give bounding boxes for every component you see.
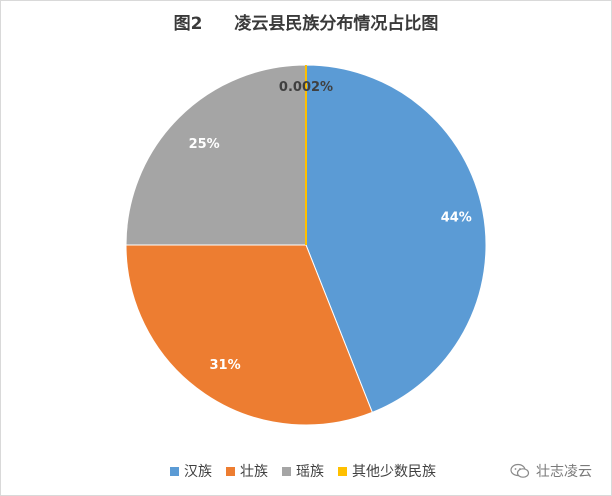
legend-item-2: 壮族 bbox=[226, 461, 268, 481]
data-label-3: 25% bbox=[189, 137, 220, 152]
legend-swatch bbox=[170, 466, 179, 476]
legend-label: 瑶族 bbox=[296, 464, 324, 480]
pie-slices bbox=[125, 64, 487, 426]
watermark: 壮志凌云 bbox=[510, 461, 592, 481]
chart-title-row: 图2 凌云县民族分布情况占比图 bbox=[0, 9, 612, 34]
legend-item-1: 汉族 bbox=[170, 461, 212, 481]
legend-label: 汉族 bbox=[184, 464, 212, 480]
wechat-icon bbox=[510, 463, 530, 478]
legend-swatch bbox=[338, 466, 347, 476]
legend-label: 其他少数民族 bbox=[352, 464, 436, 480]
watermark-text: 壮志凌云 bbox=[536, 464, 592, 480]
pie-slice-1 bbox=[305, 64, 487, 414]
figure-number: 图2 bbox=[173, 14, 203, 34]
legend-label: 壮族 bbox=[240, 464, 268, 480]
data-label-4: 0.002% bbox=[279, 80, 333, 95]
data-labels: 44% 31% 25% 0.002% bbox=[189, 80, 472, 373]
chart-title: 凌云县民族分布情况占比图 bbox=[234, 14, 439, 34]
data-label-2: 31% bbox=[210, 358, 241, 373]
pie-slice-2 bbox=[125, 244, 373, 426]
data-label-1: 44% bbox=[441, 210, 472, 225]
pie-slice-3 bbox=[125, 64, 307, 246]
legend-swatch bbox=[282, 466, 291, 476]
legend-swatch bbox=[226, 466, 235, 476]
legend: 汉族 壮族 瑶族 其他少数民族 bbox=[170, 461, 450, 481]
legend-item-3: 瑶族 bbox=[282, 461, 324, 481]
legend-item-4: 其他少数民族 bbox=[338, 461, 436, 481]
